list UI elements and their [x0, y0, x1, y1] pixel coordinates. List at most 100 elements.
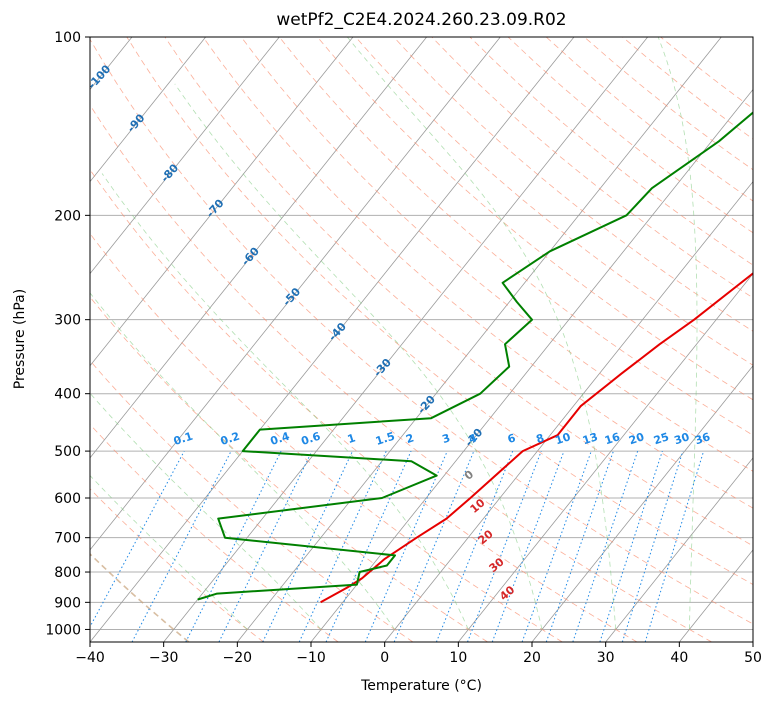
dry-adiabat-line	[90, 423, 339, 642]
dry-adiabat-line	[431, 37, 753, 299]
mixing-ratio-label: 20	[627, 430, 646, 447]
mixing-ratio-line	[218, 450, 313, 642]
isotherm-line	[90, 37, 354, 367]
mixing-ratio-label: 4	[467, 431, 479, 446]
mixing-ratio-label: 1	[346, 431, 357, 446]
y-tick-label: 600	[54, 491, 81, 507]
x-tick-label: −20	[223, 650, 253, 666]
dry-adiabat-line	[126, 37, 753, 585]
dry-adiabat-line	[90, 232, 563, 642]
isotherm-line	[531, 365, 753, 642]
mixing-ratio-label: 8	[535, 431, 546, 446]
mixing-ratio-line	[572, 450, 639, 642]
background-lines	[0, 37, 753, 642]
mixing-ratio-line	[90, 450, 185, 628]
mixing-ratio-line	[644, 450, 705, 642]
x-tick-label: −40	[75, 650, 105, 666]
moist-adiabat-label: 0	[462, 468, 476, 483]
isotherm-label: -90	[125, 111, 148, 135]
y-tick-label: 500	[54, 444, 81, 460]
x-tick-label: 30	[597, 650, 615, 666]
x-tick-label: −10	[296, 650, 326, 666]
plot-frame	[89, 36, 754, 643]
mixing-ratio-line	[621, 450, 684, 642]
isotherm-label: -30	[371, 356, 394, 380]
x-tick-label: 20	[523, 650, 541, 666]
profile-series	[197, 111, 753, 604]
mixing-ratio-label: 16	[603, 430, 622, 447]
y-tick-label: 100	[54, 30, 81, 46]
isotherm-label: -60	[239, 245, 262, 269]
dry-adiabat-line	[584, 37, 753, 171]
y-tick-label: 400	[54, 387, 81, 403]
dry-adiabat-line	[90, 169, 638, 642]
isotherm-line	[237, 37, 722, 642]
moist-adiabat-line	[90, 392, 322, 630]
dry-adiabat-line	[545, 37, 753, 202]
isotherm-line	[458, 273, 753, 642]
mixing-ratio-label: 13	[581, 430, 600, 447]
dry-adiabat-line	[90, 104, 712, 642]
mixing-ratio-label: 25	[652, 430, 671, 447]
dry-adiabat-line	[90, 296, 488, 642]
isotherm-line	[90, 37, 427, 459]
mixing-ratio-line	[393, 450, 475, 642]
isotherm-line	[384, 180, 753, 642]
dry-adiabat-line	[90, 552, 190, 642]
isotherm-label: -70	[204, 196, 227, 220]
x-tick-label: −30	[149, 650, 179, 666]
mixing-ratio-label: 1.5	[374, 430, 397, 448]
mixing-ratio-label: 10	[554, 430, 573, 447]
moist-adiabat-label: 40	[497, 583, 517, 603]
line-labels: -100-90-80-70-60-50-40-30-20-100.1 0.2 0.4…	[85, 62, 712, 603]
isotherm-line	[0, 37, 58, 642]
moist-adiabat-line	[90, 474, 248, 630]
y-tick-label: 200	[54, 208, 81, 224]
dry-adiabat-line	[278, 37, 753, 436]
y-tick-label: 700	[54, 531, 81, 547]
mixing-ratio-label: 6	[506, 431, 518, 446]
isotherm-line	[90, 37, 280, 275]
isotherm-label: -80	[158, 161, 181, 185]
y-tick-label: 900	[54, 595, 81, 611]
mixing-ratio-line	[298, 450, 387, 642]
moist-adiabat-line	[346, 37, 617, 630]
y-tick-label: 800	[54, 565, 81, 581]
isotherm-line	[90, 37, 575, 642]
x-tick-label: 10	[449, 650, 467, 666]
dry-adiabat-line	[393, 37, 753, 332]
mixing-ratio-label: 0.2	[219, 430, 242, 448]
dry-adiabat-line	[202, 37, 753, 509]
axes: −40 −30 −20 −10 0 10 20 30 40 5010020030040050060…	[45, 30, 762, 666]
dry-adiabat-line	[90, 38, 753, 625]
dry-adiabat-line	[469, 37, 753, 266]
mixing-ratio-line	[521, 450, 592, 642]
isotherm-line	[90, 37, 501, 551]
mixing-ratio-line	[435, 450, 514, 642]
y-tick-label: 300	[54, 313, 81, 329]
isotherm-line	[605, 457, 753, 642]
mixing-ratio-line	[599, 450, 663, 642]
isotherm-line	[310, 88, 753, 642]
isotherm-line	[90, 37, 133, 91]
mixing-ratio-line	[545, 450, 614, 642]
mixing-ratio-label: 30	[672, 430, 691, 447]
isotherm-line	[90, 37, 206, 183]
x-tick-label: 50	[744, 650, 762, 666]
mixing-ratio-label: 0.1	[172, 430, 195, 448]
x-axis-label: Temperature (°C)	[361, 678, 482, 694]
mixing-ratio-label: 0.4	[269, 429, 292, 447]
dry-adiabat-line	[90, 359, 414, 642]
isotherm-line	[163, 37, 648, 642]
x-tick-label: 0	[380, 650, 389, 666]
isotherm-label: -50	[280, 285, 303, 309]
dry-adiabat-line	[355, 37, 753, 366]
mixing-ratio-line	[467, 450, 542, 642]
chart-title: wetPf2_C2E4.2024.260.23.09.R02	[276, 10, 567, 30]
moist-adiabat-label: 20	[476, 527, 496, 547]
y-tick-label: 1000	[45, 622, 81, 638]
mixing-ratio-line	[364, 450, 448, 642]
moist-adiabat-line	[101, 173, 469, 630]
dewpoint-line	[197, 111, 753, 601]
